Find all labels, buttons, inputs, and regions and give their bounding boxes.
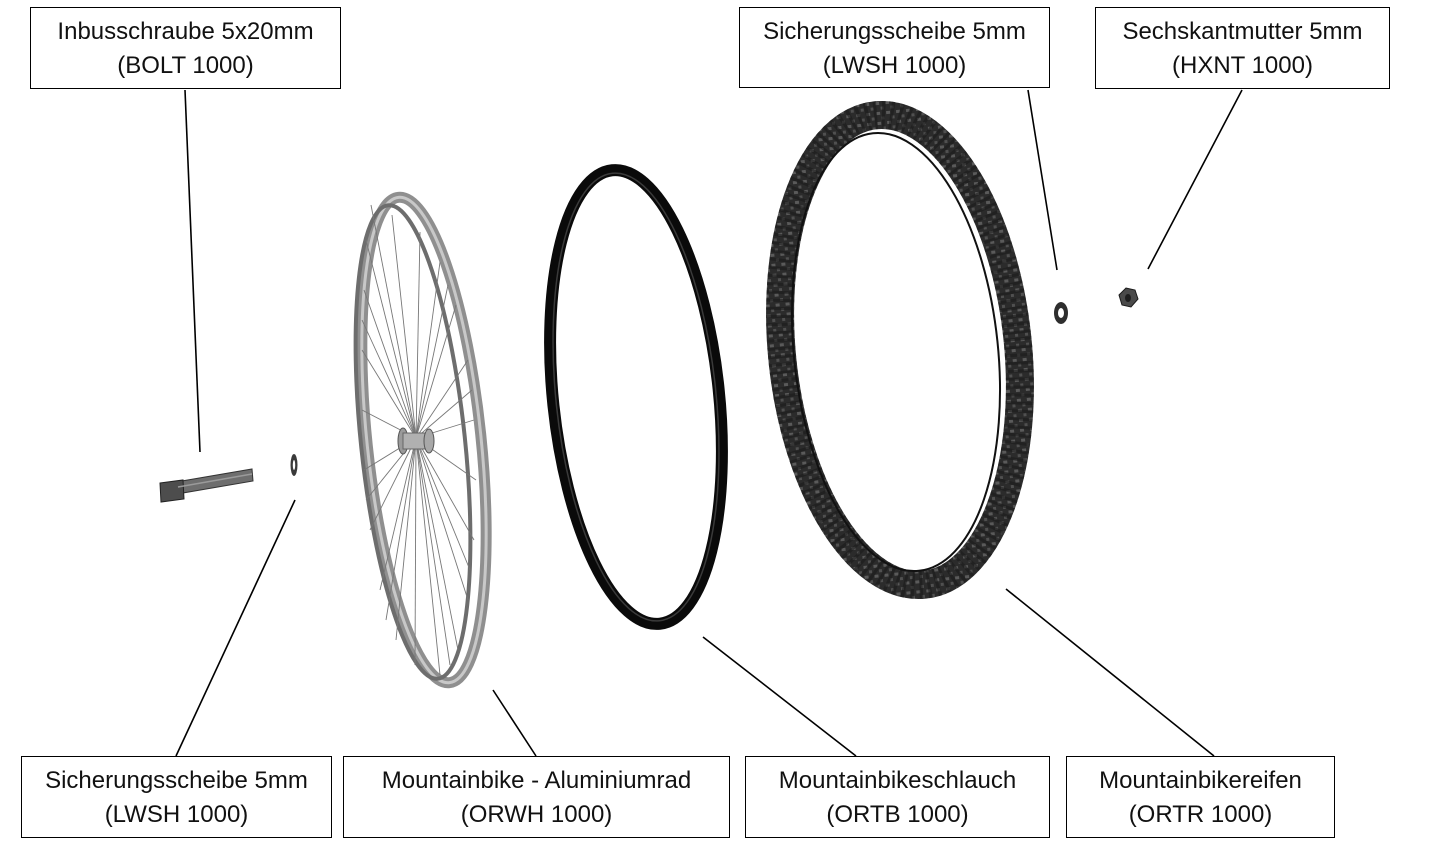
washer-right-part xyxy=(1054,302,1068,324)
callout-washer-left-code: (LWSH 1000) xyxy=(104,801,249,828)
leader-line-washer-right xyxy=(1027,89,1058,271)
callout-wheel: Mountainbike - Aluminiumrad (ORWH 1000) xyxy=(343,756,730,838)
leader-line-tire xyxy=(1005,588,1215,757)
callout-washer-right-code: (LWSH 1000) xyxy=(822,52,967,79)
callout-bolt-code: (BOLT 1000) xyxy=(117,52,254,79)
tire-part xyxy=(766,100,1034,600)
callout-tube: Mountainbikeschlauch (ORTB 1000) xyxy=(745,756,1050,838)
callout-wheel-code: (ORWH 1000) xyxy=(460,801,613,828)
callout-washer-left-name: Sicherungsscheibe 5mm xyxy=(45,767,308,794)
callout-nut-name: Sechskantmutter 5mm xyxy=(1122,18,1363,45)
callout-tube-code: (ORTB 1000) xyxy=(826,801,969,828)
callout-nut-code: (HXNT 1000) xyxy=(1172,52,1313,79)
callout-wheel-name: Mountainbike - Aluminiumrad xyxy=(381,767,692,794)
callout-bolt: Inbusschraube 5x20mm (BOLT 1000) xyxy=(30,7,341,89)
leader-line-washer-left xyxy=(175,499,296,757)
nut-part xyxy=(1118,287,1139,308)
leader-lines xyxy=(175,89,1243,757)
callout-washer-right-name: Sicherungsscheibe 5mm xyxy=(763,18,1026,45)
callout-tire: Mountainbikereifen (ORTR 1000) xyxy=(1066,756,1335,838)
callout-bolt-name: Inbusschraube 5x20mm xyxy=(57,18,314,45)
callout-washer-right: Sicherungsscheibe 5mm (LWSH 1000) xyxy=(739,7,1050,88)
bolt-part xyxy=(159,468,254,503)
callout-tire-code: (ORTR 1000) xyxy=(1128,801,1273,828)
callout-nut: Sechskantmutter 5mm (HXNT 1000) xyxy=(1095,7,1390,89)
callout-washer-left: Sicherungsscheibe 5mm (LWSH 1000) xyxy=(21,756,332,838)
tube-part xyxy=(544,164,728,630)
leader-line-bolt xyxy=(184,89,201,453)
leader-line-tube xyxy=(702,636,857,757)
wheel-part xyxy=(353,191,492,689)
washer-left-part xyxy=(290,454,298,476)
leader-line-wheel xyxy=(492,689,537,757)
leader-line-nut xyxy=(1147,89,1243,270)
callout-tire-name: Mountainbikereifen xyxy=(1099,767,1302,794)
callout-tube-name: Mountainbikeschlauch xyxy=(778,767,1017,794)
